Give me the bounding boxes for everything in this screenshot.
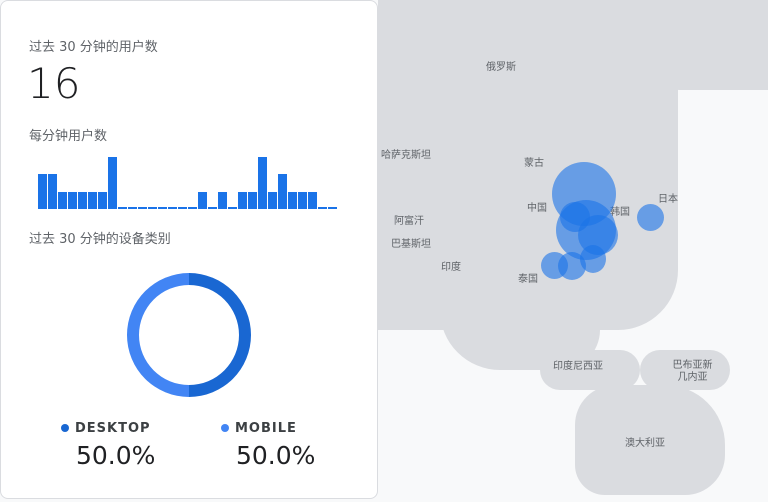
minute-bar[interactable] [98,191,107,209]
map-bubble[interactable] [558,252,586,280]
minute-bar[interactable] [68,191,77,209]
minute-bar[interactable] [158,207,167,209]
map-label: 俄罗斯 [486,62,516,73]
users-count: 16 [27,59,81,108]
map-label: 印度 [441,262,461,273]
minute-bar[interactable] [288,191,297,209]
minute-bar[interactable] [48,174,57,209]
legend-mobile: MOBILE [221,421,297,436]
legend-label: DESKTOP [75,421,151,436]
minute-bar[interactable] [58,191,67,209]
donut-slice-mobile[interactable] [127,273,189,397]
desktop-percent: 50.0% [76,441,156,470]
minute-bar[interactable] [298,191,307,209]
per-minute-title: 每分钟用户数 [29,129,108,144]
minute-bar[interactable] [128,207,137,209]
donut-slice-desktop[interactable] [189,273,251,397]
minute-bar[interactable] [178,207,187,209]
minute-bar[interactable] [168,207,177,209]
minute-bar[interactable] [218,191,227,209]
map-bubble[interactable] [637,204,664,231]
device-donut-chart [127,273,251,397]
users-title: 过去 30 分钟的用户数 [29,40,158,55]
minute-bar[interactable] [188,207,197,209]
minute-bar[interactable] [328,207,337,209]
map-label: 印度尼西亚 [553,361,603,372]
minute-bar[interactable] [308,191,317,209]
minute-bar[interactable] [38,174,47,209]
minute-bar[interactable] [258,157,267,209]
minute-bar[interactable] [208,207,217,209]
mobile-percent: 50.0% [236,441,316,470]
map-label: 日本 [658,194,678,205]
map-label: 韩国 [610,207,630,218]
minute-bar[interactable] [238,191,247,209]
minute-bar[interactable] [148,207,157,209]
minute-bar[interactable] [78,191,87,209]
desktop-dot-icon [61,424,69,432]
minute-bar[interactable] [138,207,147,209]
minute-bar[interactable] [268,191,277,209]
legend-desktop: DESKTOP [61,421,151,436]
minute-bar[interactable] [108,157,117,209]
mobile-dot-icon [221,424,229,432]
map-label: 蒙古 [524,158,544,169]
map-label: 泰国 [518,274,538,285]
minute-bar[interactable] [198,191,207,209]
minute-bar[interactable] [248,191,257,209]
minute-bar[interactable] [318,207,327,209]
map-label: 阿富汗 [394,216,424,227]
minute-bar[interactable] [118,207,127,209]
map-label: 哈萨克斯坦 [381,150,431,161]
map-label: 中国 [527,203,547,214]
device-title: 过去 30 分钟的设备类别 [29,232,171,247]
map-label: 巴布亚新几内亚 [672,360,713,383]
minute-bar[interactable] [228,207,237,209]
minute-bar[interactable] [88,191,97,209]
map-label: 澳大利亚 [625,438,665,449]
map-label: 巴基斯坦 [391,239,431,250]
realtime-card: 过去 30 分钟的用户数 16 每分钟用户数 过去 30 分钟的设备类别 DES… [0,0,378,499]
minute-bar[interactable] [278,174,287,209]
legend-label: MOBILE [235,421,297,436]
per-minute-bar-chart [38,151,338,209]
